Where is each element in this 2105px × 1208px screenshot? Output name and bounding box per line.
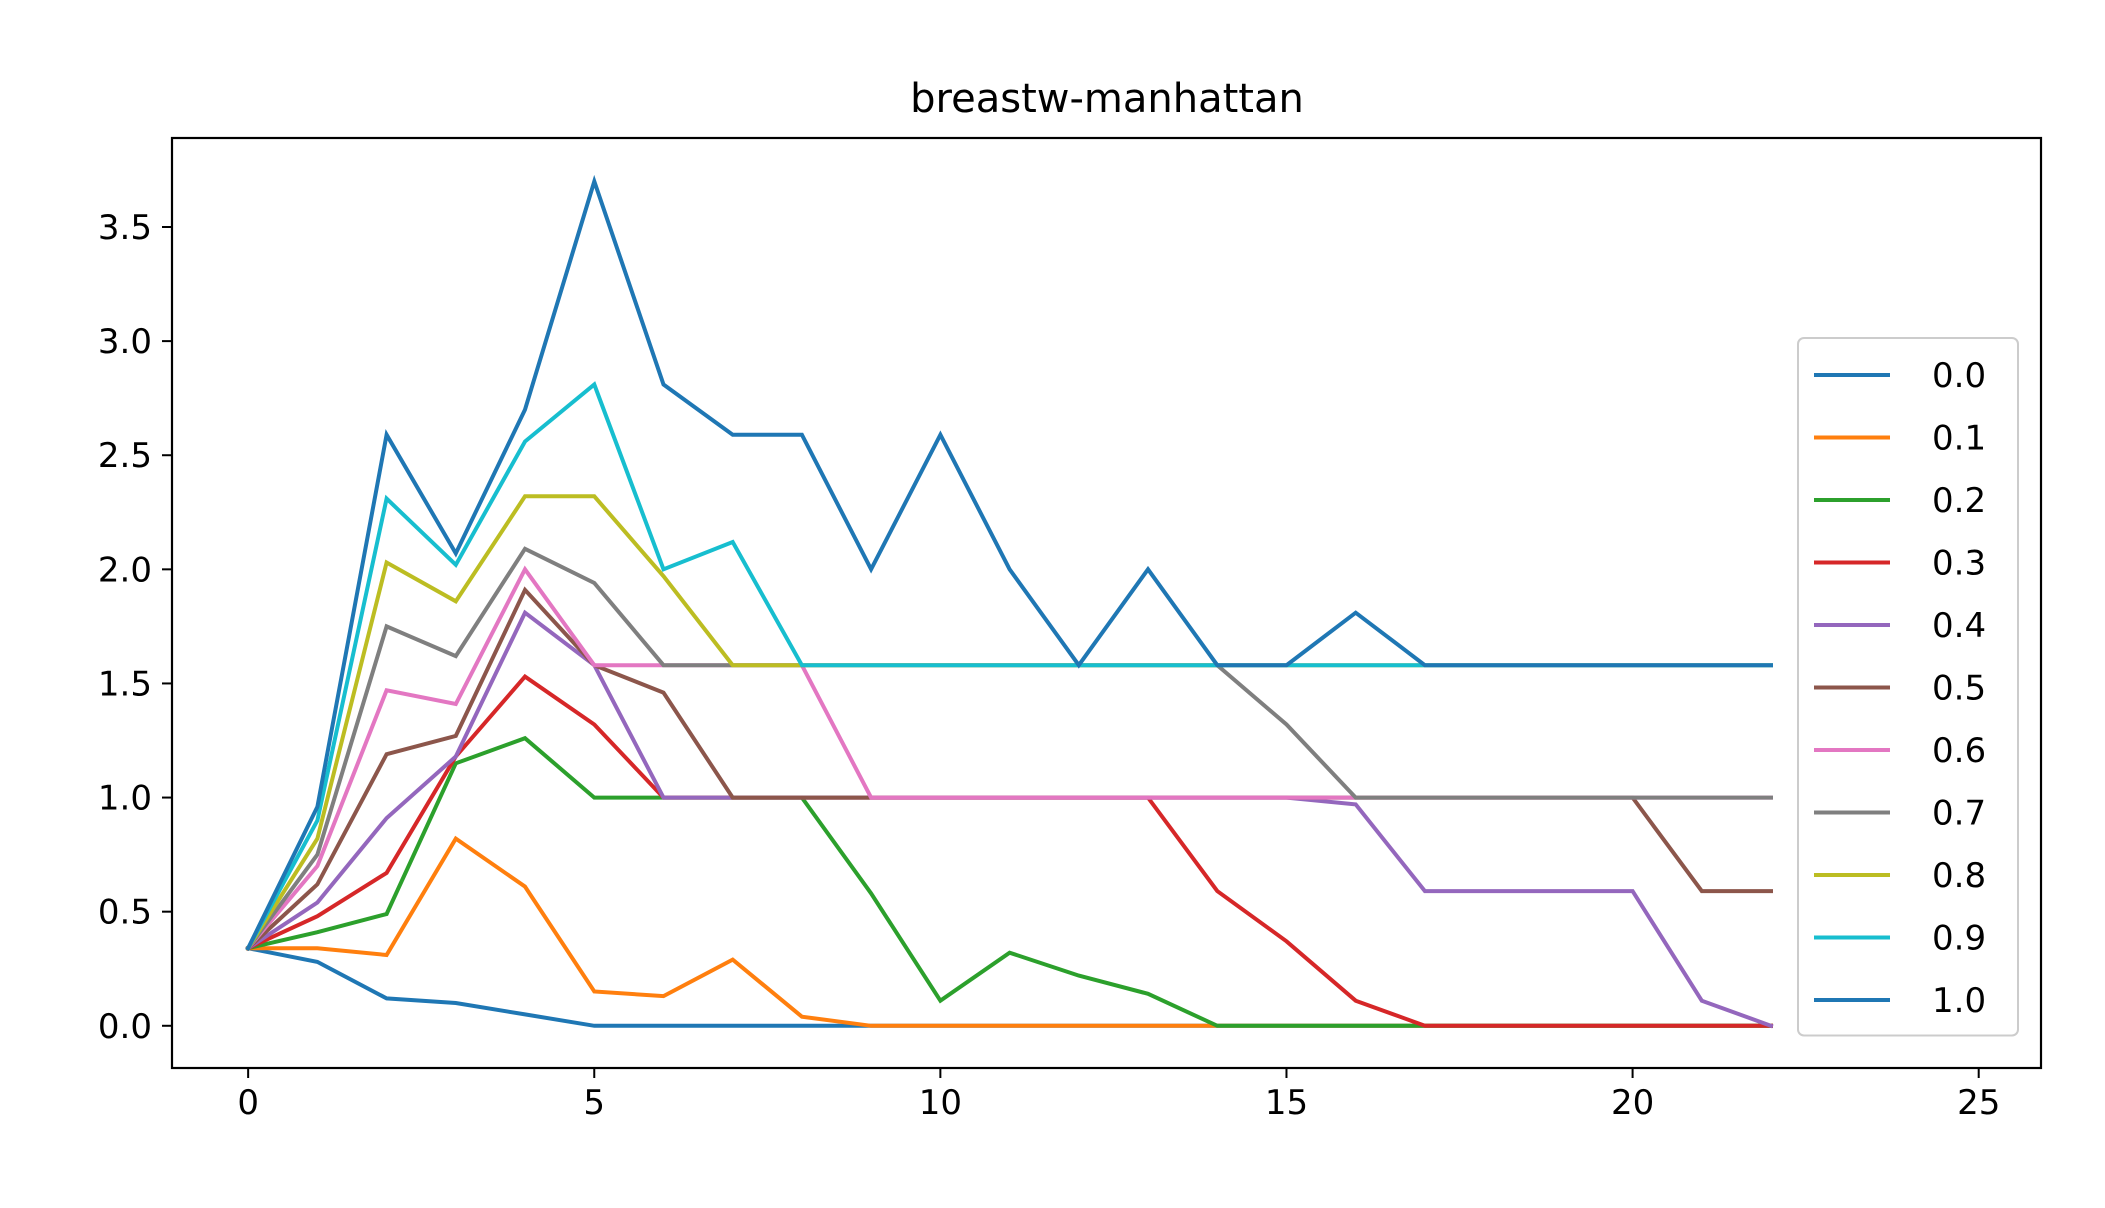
legend-label-0.6: 0.6 <box>1932 731 1986 771</box>
legend-label-0.4: 0.4 <box>1932 606 1986 646</box>
y-tick-label: 3.5 <box>98 208 152 248</box>
x-axis: 0 5 10 15 20 25 <box>237 1068 2000 1123</box>
legend-label-0.2: 0.2 <box>1932 481 1986 521</box>
legend-label-0.3: 0.3 <box>1932 544 1986 584</box>
legend-label-0.1: 0.1 <box>1932 419 1986 459</box>
series-layer <box>245 174 1774 1029</box>
x-tick-label: 20 <box>1611 1083 1654 1123</box>
legend-label-0.7: 0.7 <box>1932 794 1986 834</box>
x-tick-label: 5 <box>583 1083 605 1123</box>
x-tick-label: 25 <box>1957 1083 2000 1123</box>
x-tick-label: 0 <box>237 1083 259 1123</box>
legend-label-0.8: 0.8 <box>1932 856 1986 896</box>
plot-frame <box>170 136 2043 1070</box>
y-tick-label: 2.0 <box>98 550 152 590</box>
x-tick-label: 15 <box>1265 1083 1308 1123</box>
legend-label-0.5: 0.5 <box>1932 669 1986 709</box>
legend-box <box>1797 337 2019 1037</box>
legend-label-0.9: 0.9 <box>1932 919 1986 959</box>
x-tick-label: 10 <box>919 1083 962 1123</box>
series-line-1.0 <box>245 174 1773 951</box>
y-tick-label: 0.5 <box>98 893 152 933</box>
y-axis: 0.0 0.5 1.0 1.5 2.0 2.5 3.0 3.5 <box>98 208 172 1047</box>
y-tick-label: 3.0 <box>98 322 152 362</box>
y-tick-label: 1.5 <box>98 664 152 704</box>
y-tick-label: 1.0 <box>98 779 152 819</box>
y-tick-label: 2.5 <box>98 436 152 476</box>
legend-label-0.0: 0.0 <box>1932 356 1986 396</box>
y-tick-label: 0.0 <box>98 1007 152 1047</box>
legend-label-1.0: 1.0 <box>1932 981 1986 1021</box>
legend: 0.0 0.1 0.2 0.3 0.4 0.5 0.6 0.7 0.8 0.9 1.0 <box>1797 337 2019 1037</box>
chart-title: breastw-manhattan <box>910 76 1304 122</box>
